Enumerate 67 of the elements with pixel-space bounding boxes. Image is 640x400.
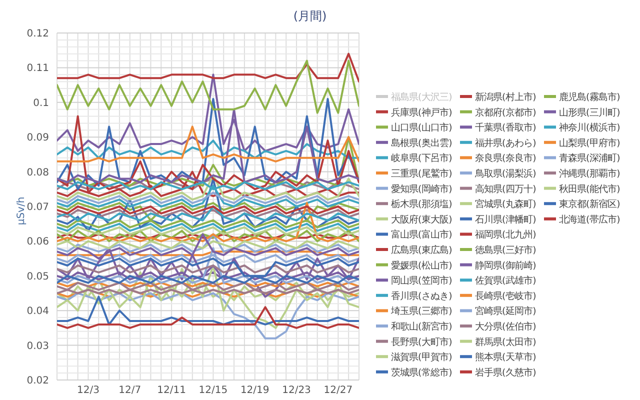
legend-label: 香川県(さぬき) bbox=[391, 290, 452, 302]
legend-label: 福岡県(北九州) bbox=[475, 230, 536, 241]
legend-label: 岐阜県(下呂市) bbox=[391, 153, 452, 164]
legend-label: 山口県(山口市) bbox=[391, 122, 452, 134]
legend-label: 徳島県(三好市) bbox=[475, 245, 536, 256]
legend-label: 宮崎県(延岡市) bbox=[475, 306, 536, 318]
legend-label: 岩手県(久慈市) bbox=[475, 367, 536, 378]
legend-label: 三重県(尾鷲市) bbox=[391, 168, 452, 180]
y-tick-label: 0.04 bbox=[26, 306, 49, 318]
legend-label: 愛知県(岡崎市) bbox=[391, 184, 452, 195]
x-tick-label: 12/15 bbox=[198, 385, 228, 396]
legend-label: 千葉県(香取市) bbox=[475, 122, 536, 134]
legend-label: 沖縄県(那覇市) bbox=[559, 168, 620, 180]
x-tick-label: 12/19 bbox=[240, 385, 270, 396]
y-tick-label: 0.05 bbox=[26, 271, 49, 282]
y-tick-label: 0.1 bbox=[33, 98, 49, 109]
legend-label: 佐賀県(武雄市) bbox=[475, 276, 536, 287]
legend-label: 新潟県(村上市) bbox=[475, 92, 536, 103]
legend-label: 宮城県(丸森町) bbox=[475, 199, 536, 210]
legend-label: 神奈川(横浜市) bbox=[559, 122, 620, 134]
legend-label: 茨城県(常総市) bbox=[391, 367, 452, 378]
legend-label: 奈良県(奈良市) bbox=[475, 153, 536, 164]
legend-label: 兵庫県(神戸市) bbox=[391, 107, 452, 118]
legend-label: 福島県(大沢三) bbox=[391, 92, 452, 103]
legend-label: 東京都(新宿区) bbox=[559, 199, 620, 210]
x-tick-label: 12/23 bbox=[282, 385, 311, 396]
legend-label: 石川県(津幡町) bbox=[475, 214, 536, 226]
legend-label: 静岡県(御前崎) bbox=[475, 260, 536, 272]
legend-label: 鳥取県(湯梨浜) bbox=[474, 168, 536, 180]
x-tick-label: 12/27 bbox=[324, 385, 353, 396]
x-tick-label: 12/3 bbox=[77, 385, 100, 396]
y-tick-label: 0.03 bbox=[26, 340, 49, 352]
y-tick-label: 0.12 bbox=[26, 28, 49, 40]
legend-label: 長崎県(壱岐市) bbox=[475, 290, 536, 302]
x-tick-label: 12/7 bbox=[118, 385, 142, 396]
y-tick-label: 0.09 bbox=[26, 132, 49, 144]
legend-label: 広島県(東広島) bbox=[391, 245, 452, 256]
legend-label: 栃木県(那須塩) bbox=[391, 199, 452, 210]
y-tick-label: 0.06 bbox=[26, 236, 49, 248]
legend-label: 鹿児島(霧島市) bbox=[559, 92, 620, 103]
y-tick-label: 0.08 bbox=[26, 167, 49, 178]
y-tick-label: 0.11 bbox=[26, 63, 49, 74]
legend-label: 青森県(深浦町) bbox=[559, 153, 620, 164]
y-axis-title: μSv/h bbox=[16, 196, 27, 226]
legend-label: 埼玉県(三郷市) bbox=[390, 306, 452, 318]
legend-label: 熊本県(天草市) bbox=[475, 352, 536, 364]
legend-label: 滋賀県(甲賀市) bbox=[391, 352, 452, 364]
legend-label: 京都府(京都市) bbox=[475, 107, 536, 118]
legend-label: 福井県(あわら) bbox=[475, 138, 536, 149]
x-tick-label: 12/11 bbox=[157, 385, 186, 396]
legend-label: 群馬県(太田市) bbox=[475, 336, 536, 348]
legend-label: 富山県(富山市) bbox=[391, 230, 452, 241]
legend-label: 北海道(帯広市) bbox=[559, 214, 620, 226]
legend-label: 島根県(奥出雲) bbox=[391, 138, 452, 149]
legend-label: 山形県(三川町) bbox=[559, 107, 620, 118]
legend-label: 大阪府(東大阪) bbox=[391, 214, 452, 226]
legend-label: 高知県(四万十) bbox=[475, 184, 536, 195]
legend-label: 愛媛県(松山市) bbox=[391, 260, 452, 272]
legend-label: 秋田県(能代市) bbox=[559, 184, 620, 195]
chart-title: (月間) bbox=[293, 9, 327, 23]
y-tick-label: 0.02 bbox=[26, 376, 49, 386]
y-tick-label: 0.07 bbox=[26, 202, 49, 213]
legend-label: 和歌山(新宮市) bbox=[391, 322, 452, 332]
legend-label: 大分県(佐伯市) bbox=[475, 322, 536, 332]
legend-label: 長野県(大町市) bbox=[391, 336, 452, 348]
legend-label: 岡山県(笠岡市) bbox=[391, 276, 452, 287]
legend-label: 山梨県(甲府市) bbox=[559, 138, 620, 149]
